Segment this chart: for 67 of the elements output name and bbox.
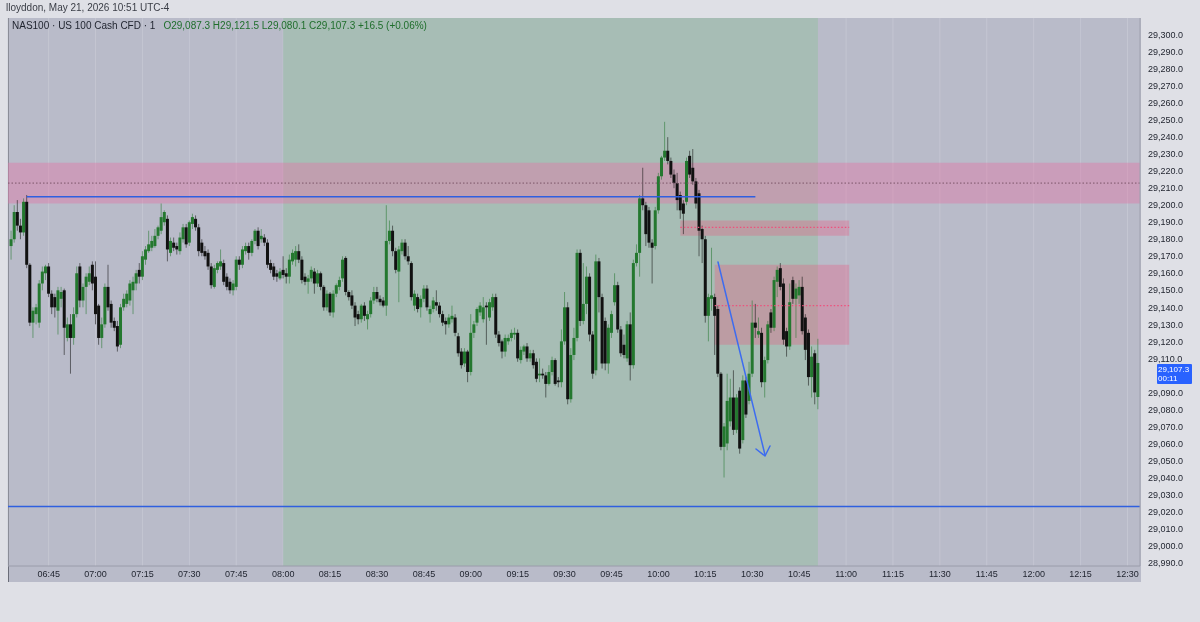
x-tick-label: 08:00 bbox=[271, 569, 295, 580]
x-tick-label: 10:15 bbox=[694, 569, 717, 580]
y-tick-label: 29,300.0 bbox=[1148, 30, 1184, 41]
y-tick-label: 29,210.0 bbox=[1148, 183, 1184, 194]
y-tick-label: 29,080.0 bbox=[1148, 404, 1184, 415]
x-tick-label: 07:45 bbox=[225, 569, 248, 580]
annotation: O29,087.3 H29,121.5 L29,080.1 C29,107.3 +16.5 (+0.06%) bbox=[163, 20, 427, 31]
text: 00:11 bbox=[1158, 374, 1179, 384]
y-tick-label: 29,290.0 bbox=[1148, 47, 1184, 58]
y-tick-label: 29,010.0 bbox=[1148, 523, 1184, 534]
x-tick-label: 09:00 bbox=[459, 569, 483, 580]
x-tick-label: 08:45 bbox=[412, 569, 436, 580]
y-tick-label: 29,140.0 bbox=[1148, 302, 1184, 313]
x-tick-label: 07:30 bbox=[178, 569, 201, 580]
chart-subtitle: NAS100 · US 100 Cash CFD · 1 bbox=[12, 20, 156, 31]
y-tick-label: 29,180.0 bbox=[1148, 234, 1184, 245]
y-tick-label: 29,110.0 bbox=[1148, 353, 1183, 364]
y-tick-label: 29,190.0 bbox=[1148, 217, 1184, 228]
x-tick-label: 09:15 bbox=[506, 569, 529, 580]
candlestick bbox=[472, 320, 476, 339]
x-tick-label: 08:30 bbox=[365, 569, 389, 580]
candlestick bbox=[228, 277, 232, 295]
x-tick-label: 12:00 bbox=[1022, 569, 1045, 580]
y-tick-label: 29,150.0 bbox=[1148, 285, 1184, 296]
y-tick-label: 29,130.0 bbox=[1148, 319, 1184, 330]
y-tick-label: 29,090.0 bbox=[1148, 387, 1184, 398]
y-tick-label: 29,020.0 bbox=[1148, 506, 1184, 517]
y-tick-label: 29,240.0 bbox=[1148, 132, 1184, 143]
y-tick-label: 29,200.0 bbox=[1148, 200, 1184, 211]
x-tick-label: 06:45 bbox=[37, 569, 60, 580]
y-tick-label: 29,170.0 bbox=[1148, 251, 1184, 262]
y-tick-label: 29,040.0 bbox=[1148, 472, 1184, 483]
x-tick-label: 11:00 bbox=[835, 569, 857, 580]
y-tick-label: 29,000.0 bbox=[1148, 540, 1184, 551]
x-tick-label: 11:15 bbox=[882, 569, 904, 580]
y-tick-label: 29,260.0 bbox=[1148, 98, 1184, 109]
y-tick-label: 29,160.0 bbox=[1148, 268, 1184, 279]
y-tick-label: 29,030.0 bbox=[1148, 489, 1184, 500]
y-tick-label: 29,060.0 bbox=[1148, 438, 1184, 449]
y-tick-label: 29,070.0 bbox=[1148, 421, 1184, 432]
x-tick-label: 08:15 bbox=[318, 569, 342, 580]
text: 29,107.3 bbox=[1158, 365, 1191, 375]
y-tick-label: 29,280.0 bbox=[1148, 64, 1184, 75]
x-tick-label: 12:30 bbox=[1116, 569, 1139, 580]
candlestick bbox=[275, 269, 279, 283]
y-tick-label: 29,270.0 bbox=[1148, 81, 1184, 92]
x-tick-label: 07:00 bbox=[84, 569, 107, 580]
y-tick-label: 29,120.0 bbox=[1148, 336, 1184, 347]
x-tick-label: 11:30 bbox=[928, 569, 951, 580]
x-tick-label: 10:00 bbox=[647, 569, 670, 580]
candlestick bbox=[447, 313, 451, 329]
y-tick-label: 29,230.0 bbox=[1148, 149, 1184, 160]
x-tick-label: 11:45 bbox=[975, 569, 998, 580]
x-tick-label: 09:30 bbox=[553, 569, 576, 580]
x-tick-label: 10:45 bbox=[787, 569, 811, 580]
x-tick-label: 09:45 bbox=[600, 569, 623, 580]
y-tick-label: 29,050.0 bbox=[1148, 455, 1184, 466]
y-tick-label: 28,990.0 bbox=[1148, 557, 1184, 568]
x-tick-label: 10:30 bbox=[740, 569, 764, 580]
candlestick bbox=[428, 305, 432, 324]
y-tick-label: 29,250.0 bbox=[1148, 115, 1184, 126]
candlestick bbox=[450, 305, 454, 324]
x-tick-label: 12:15 bbox=[1069, 569, 1092, 580]
x-tick-label: 07:15 bbox=[131, 569, 154, 580]
chart-title: lloyddon, May 21, 2026 10:51 UTC-4 bbox=[6, 2, 170, 13]
y-tick-label: 29,220.0 bbox=[1148, 166, 1184, 177]
candlestick bbox=[278, 267, 282, 281]
